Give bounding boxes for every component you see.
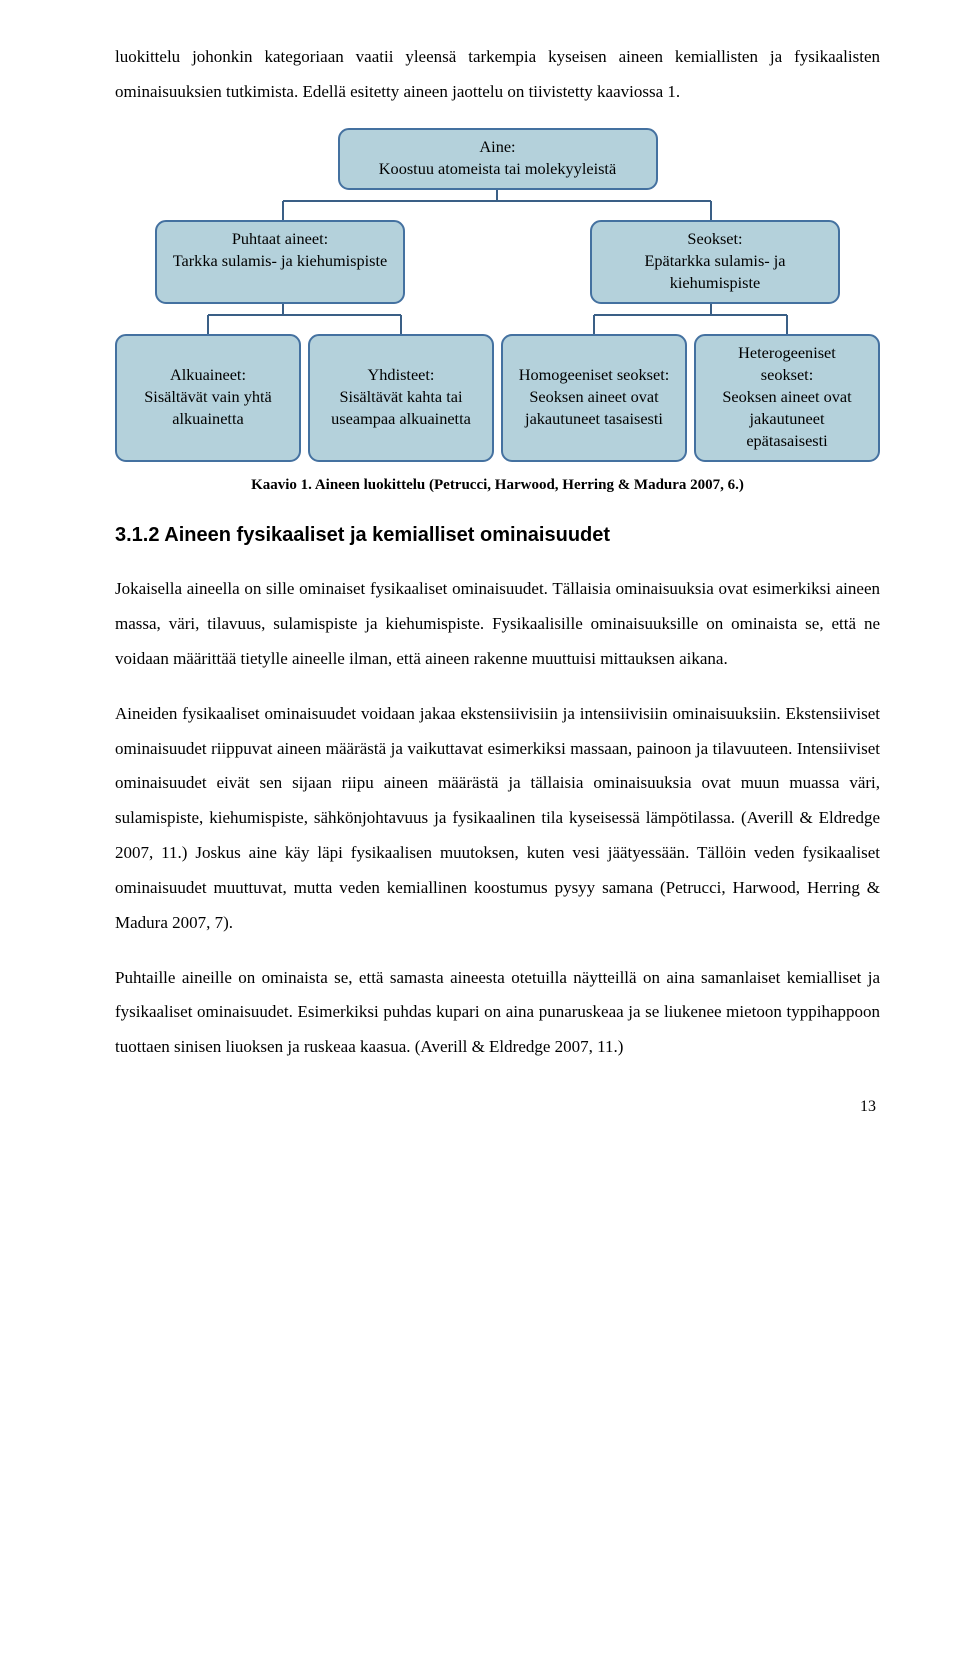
- l3-title-3: Heterogeeniset seokset:: [710, 342, 864, 386]
- page-number: 13: [115, 1095, 880, 1119]
- classification-diagram: Aine: Koostuu atomeista tai molekyyleist…: [115, 128, 880, 462]
- section-heading: 3.1.2 Aineen fysikaaliset ja kemialliset…: [115, 520, 880, 550]
- level3-node-1: Yhdisteet: Sisältävät kahta tai useampaa…: [308, 334, 494, 462]
- diagram-caption: Kaavio 1. Aineen luokittelu (Petrucci, H…: [115, 474, 880, 497]
- l3-sub-1: Sisältävät kahta tai useampaa alkuainett…: [324, 386, 478, 430]
- paragraph-3: Puhtaille aineille on ominaista se, että…: [115, 961, 880, 1066]
- level2-node-0: Puhtaat aineet: Tarkka sulamis- ja kiehu…: [155, 220, 405, 304]
- l3-title-0: Alkuaineet:: [170, 364, 246, 386]
- l2-title-1: Seokset:: [606, 228, 824, 250]
- diagram-root-node: Aine: Koostuu atomeista tai molekyyleist…: [338, 128, 658, 190]
- paragraph-1: Jokaisella aineella on sille ominaiset f…: [115, 572, 880, 677]
- intro-paragraph: luokittelu johonkin kategoriaan vaatii y…: [115, 40, 880, 110]
- l3-sub-0: Sisältävät vain yhtä alkuainetta: [131, 386, 285, 430]
- l3-title-1: Yhdisteet:: [368, 364, 435, 386]
- l3-sub-2: Seoksen aineet ovat jakautuneet tasaises…: [517, 386, 671, 430]
- level3-node-0: Alkuaineet: Sisältävät vain yhtä alkuain…: [115, 334, 301, 462]
- connector-2: [115, 304, 880, 334]
- l3-title-2: Homogeeniset seokset:: [519, 364, 670, 386]
- level3-node-2: Homogeeniset seokset: Seoksen aineet ova…: [501, 334, 687, 462]
- l3-sub-3: Seoksen aineet ovat jakautuneet epätasai…: [710, 386, 864, 452]
- l2-sub-0: Tarkka sulamis- ja kiehumispiste: [171, 250, 389, 272]
- l2-sub-1: Epätarkka sulamis- ja kiehumispiste: [606, 250, 824, 294]
- root-title: Aine:: [354, 136, 642, 158]
- l2-title-0: Puhtaat aineet:: [171, 228, 389, 250]
- root-sub: Koostuu atomeista tai molekyyleistä: [354, 158, 642, 180]
- connector-1: [115, 190, 880, 220]
- level2-node-1: Seokset: Epätarkka sulamis- ja kiehumisp…: [590, 220, 840, 304]
- level3-node-3: Heterogeeniset seokset: Seoksen aineet o…: [694, 334, 880, 462]
- paragraph-2: Aineiden fysikaaliset ominaisuudet voida…: [115, 697, 880, 941]
